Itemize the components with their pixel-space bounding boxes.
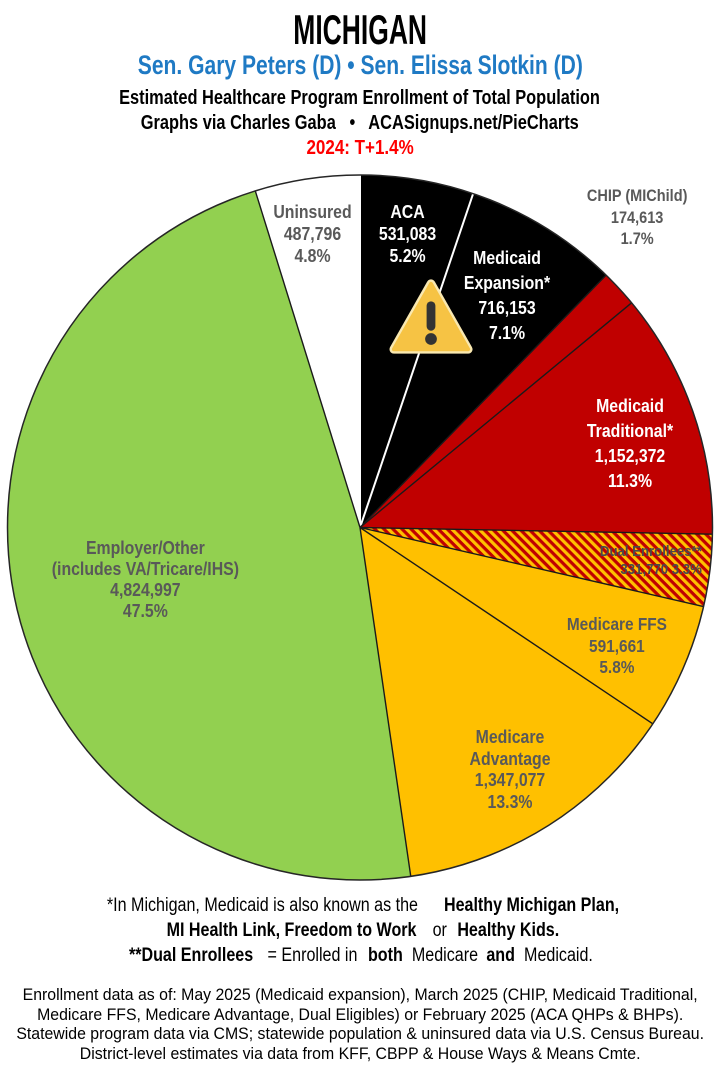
- footnote-medicaid-alias: *In Michigan, Medicaid is also known as …: [107, 895, 620, 916]
- slice-label-medicaid-traditional: Medicaid Traditional* 1,152,372 11.3%: [586, 396, 674, 491]
- slice-label-aca: ACA 531,083 5.2%: [379, 202, 437, 266]
- pie-slice-border: [254, 190, 361, 528]
- pie-slice-medicare-advantage: [360, 527, 653, 877]
- partisan-lean-label: 2024: T+1.4%: [306, 137, 414, 159]
- pie-slice-uninsured: [255, 175, 360, 528]
- pie-slice-border: [359, 526, 654, 725]
- pie-slice-border: [359, 302, 633, 529]
- footnote-dual-enrollees: **Dual Enrollees = Enrolled in both Medi…: [129, 945, 594, 966]
- footnote-medicaid-alias-2: MI Health Link, Freedom to Work or Healt…: [167, 920, 560, 941]
- slice-label-medicare-advantage: Medicare Advantage 1,347,077 13.3%: [469, 727, 551, 812]
- pie-chart: ACA 531,083 5.2% Medicaid Expansion* 716…: [0, 170, 720, 885]
- pie-slice-border: [359, 527, 412, 877]
- data-source-note: Enrollment data as of: May 2025 (Medicai…: [16, 986, 704, 1063]
- pie-slice-border: [359, 193, 475, 528]
- pie-slice-employer-other: [7, 190, 411, 880]
- slice-label-employer-other: Employer/Other (includes VA/Tricare/IHS)…: [51, 538, 239, 621]
- pie-chart-svg: [6, 174, 714, 881]
- pie-slice-medicaid-expansion: [360, 193, 607, 528]
- pie-slice-border: [359, 274, 607, 528]
- exclamation-stem: [426, 301, 436, 331]
- slice-label-chip: CHIP (MIChild) 174,613 1.7%: [586, 187, 688, 248]
- chart-subtitle: Estimated Healthcare Program Enrollment …: [119, 86, 601, 109]
- pie-slice-border: [359, 526, 704, 608]
- pie-slice-border: [359, 526, 713, 535]
- pie-slice-medicaid-traditional: [360, 302, 713, 535]
- slice-label-uninsured: Uninsured 487,796 4.8%: [273, 202, 353, 266]
- senators-line: Sen. Gary Peters (D) • Sen. Elissa Slotk…: [137, 50, 583, 80]
- attribution-line: Graphs via Charles Gaba • ACASignups.net…: [140, 111, 580, 134]
- pie-slice-medicare-ffs: [360, 527, 704, 724]
- pie-outline: [6, 174, 714, 881]
- pie-slice-chip: [360, 275, 632, 528]
- exclamation-dot: [425, 333, 437, 345]
- slice-label-medicaid-expansion: Medicaid Expansion* 716,153 7.1%: [463, 248, 551, 343]
- page-title: MICHIGAN: [293, 6, 427, 53]
- slice-label-dual-enrollees: Dual Enrollees** 331,770 3.3%: [600, 543, 702, 578]
- slice-label-medicare-ffs: Medicare FFS 591,661 5.8%: [566, 614, 668, 677]
- warning-icon: [389, 279, 473, 354]
